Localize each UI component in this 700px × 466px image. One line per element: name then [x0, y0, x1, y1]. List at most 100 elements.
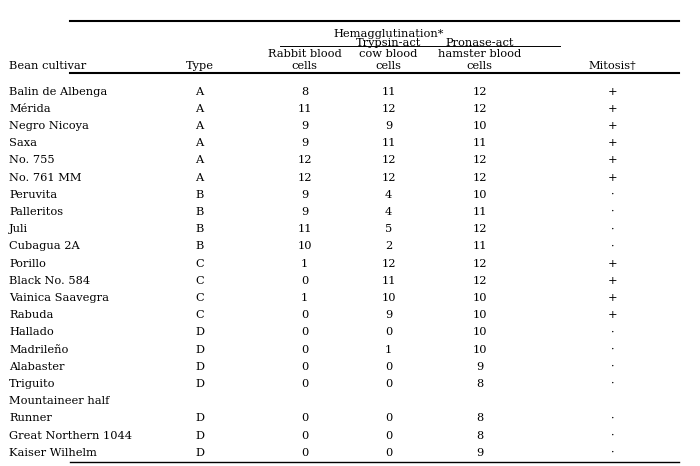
Text: +: + [608, 310, 617, 320]
Text: No. 761 MM: No. 761 MM [9, 172, 82, 183]
Text: 9: 9 [301, 121, 308, 131]
Text: 4: 4 [385, 207, 392, 217]
Text: Rabbit blood
cells: Rabbit blood cells [267, 49, 342, 71]
Text: Hemagglutination*: Hemagglutination* [333, 29, 444, 39]
Text: Mérida: Mérida [9, 104, 50, 114]
Text: 11: 11 [473, 207, 486, 217]
Text: 8: 8 [301, 87, 308, 96]
Text: Juli: Juli [9, 224, 28, 234]
Text: ·: · [610, 241, 615, 251]
Text: Runner: Runner [9, 413, 52, 424]
Text: Triguito: Triguito [9, 379, 55, 389]
Text: 0: 0 [385, 328, 392, 337]
Text: Bean cultivar: Bean cultivar [9, 61, 86, 71]
Text: 9: 9 [385, 310, 392, 320]
Text: B: B [195, 207, 204, 217]
Text: C: C [195, 276, 204, 286]
Text: 0: 0 [301, 328, 308, 337]
Text: Negro Nicoya: Negro Nicoya [9, 121, 89, 131]
Text: +: + [608, 87, 617, 96]
Text: Saxa: Saxa [9, 138, 37, 148]
Text: 12: 12 [473, 172, 486, 183]
Text: 9: 9 [476, 448, 483, 458]
Text: 1: 1 [301, 293, 308, 303]
Text: 10: 10 [473, 190, 486, 200]
Text: Mountaineer half: Mountaineer half [9, 396, 109, 406]
Text: C: C [195, 259, 204, 268]
Text: 0: 0 [385, 448, 392, 458]
Text: ·: · [610, 224, 615, 234]
Text: 0: 0 [301, 448, 308, 458]
Text: 0: 0 [301, 310, 308, 320]
Text: 0: 0 [301, 431, 308, 440]
Text: 1: 1 [385, 344, 392, 355]
Text: 11: 11 [298, 224, 312, 234]
Text: C: C [195, 310, 204, 320]
Text: 11: 11 [382, 87, 395, 96]
Text: 12: 12 [382, 259, 395, 268]
Text: 12: 12 [298, 172, 312, 183]
Text: 12: 12 [473, 87, 486, 96]
Text: ·: · [610, 190, 615, 200]
Text: Madrileño: Madrileño [9, 344, 69, 355]
Text: 0: 0 [385, 413, 392, 424]
Text: B: B [195, 241, 204, 251]
Text: A: A [195, 138, 204, 148]
Text: Kaiser Wilhelm: Kaiser Wilhelm [9, 448, 97, 458]
Text: D: D [195, 344, 204, 355]
Text: 11: 11 [298, 104, 312, 114]
Text: 12: 12 [382, 104, 395, 114]
Text: Black No. 584: Black No. 584 [9, 276, 90, 286]
Text: 1: 1 [301, 259, 308, 268]
Text: 10: 10 [473, 310, 486, 320]
Text: D: D [195, 413, 204, 424]
Text: 10: 10 [473, 121, 486, 131]
Text: 9: 9 [301, 190, 308, 200]
Text: A: A [195, 121, 204, 131]
Text: ·: · [610, 328, 615, 337]
Text: 10: 10 [473, 328, 486, 337]
Text: 9: 9 [301, 138, 308, 148]
Text: 8: 8 [476, 413, 483, 424]
Text: B: B [195, 224, 204, 234]
Text: +: + [608, 172, 617, 183]
Text: 12: 12 [298, 155, 312, 165]
Text: 12: 12 [473, 224, 486, 234]
Text: 8: 8 [476, 431, 483, 440]
Text: ·: · [610, 379, 615, 389]
Text: 8: 8 [476, 379, 483, 389]
Text: +: + [608, 276, 617, 286]
Text: 4: 4 [385, 190, 392, 200]
Text: 11: 11 [382, 276, 395, 286]
Text: Peruvita: Peruvita [9, 190, 57, 200]
Text: 11: 11 [473, 241, 486, 251]
Text: D: D [195, 448, 204, 458]
Text: D: D [195, 431, 204, 440]
Text: 9: 9 [476, 362, 483, 372]
Text: Great Northern 1044: Great Northern 1044 [9, 431, 132, 440]
Text: 0: 0 [385, 362, 392, 372]
Text: +: + [608, 155, 617, 165]
Text: 11: 11 [473, 138, 486, 148]
Text: 2: 2 [385, 241, 392, 251]
Text: D: D [195, 328, 204, 337]
Text: Vainica Saavegra: Vainica Saavegra [9, 293, 109, 303]
Text: 12: 12 [382, 155, 395, 165]
Text: C: C [195, 293, 204, 303]
Text: 0: 0 [385, 431, 392, 440]
Text: 0: 0 [385, 379, 392, 389]
Text: A: A [195, 155, 204, 165]
Text: 12: 12 [382, 172, 395, 183]
Text: No. 755: No. 755 [9, 155, 55, 165]
Text: 12: 12 [473, 104, 486, 114]
Text: D: D [195, 379, 204, 389]
Text: +: + [608, 121, 617, 131]
Text: 10: 10 [382, 293, 395, 303]
Text: A: A [195, 87, 204, 96]
Text: Mitosis†: Mitosis† [589, 61, 636, 71]
Text: Rabuda: Rabuda [9, 310, 53, 320]
Text: ·: · [610, 413, 615, 424]
Text: Hallado: Hallado [9, 328, 54, 337]
Text: Type: Type [186, 61, 214, 71]
Text: 10: 10 [473, 344, 486, 355]
